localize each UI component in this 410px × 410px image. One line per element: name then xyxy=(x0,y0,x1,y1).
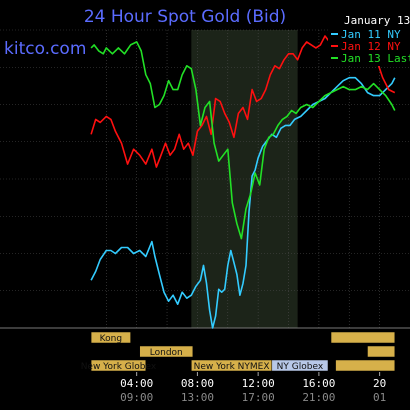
x-tick-label: 04:00 xyxy=(120,377,153,390)
site-watermark: kitco.com xyxy=(4,39,86,59)
session-bar xyxy=(139,345,194,358)
x-tick-sublabel: 09:00 xyxy=(120,391,153,404)
session-bar xyxy=(335,359,396,372)
x-tick-sublabel: 17:00 xyxy=(242,391,275,404)
session-label: NY Globex xyxy=(277,362,324,372)
session-label: New York Globex xyxy=(81,362,157,372)
session-bar xyxy=(330,331,396,344)
chart-date: January 13 xyxy=(344,14,410,27)
x-tick-sublabel: 21:00 xyxy=(302,391,335,404)
x-tick-label: 20 xyxy=(373,377,386,390)
session-label: New York NYMEX xyxy=(194,362,270,372)
session-bar xyxy=(271,359,329,372)
x-tick-label: 16:00 xyxy=(302,377,335,390)
chart-title: 24 Hour Spot Gold (Bid) xyxy=(84,7,286,27)
x-tick-sublabel: 13:00 xyxy=(181,391,214,404)
session-label: London xyxy=(150,348,183,358)
series-line-3 xyxy=(90,41,396,240)
x-tick-label: 12:00 xyxy=(242,377,275,390)
legend-box xyxy=(328,29,410,66)
x-tick-sublabel: 01 xyxy=(373,391,386,404)
session-bars: Kong London New York Globex New York NYMEX N… xyxy=(81,331,396,372)
session-bar xyxy=(90,331,131,344)
session-label: Kong xyxy=(100,334,122,344)
session-bar xyxy=(90,359,147,372)
legend-label: Jan 12 NY xyxy=(341,40,401,53)
legend-label: Jan 13 Last xyxy=(341,52,410,65)
session-bar xyxy=(367,345,396,358)
x-tick-label: 08:00 xyxy=(181,377,214,390)
legend-label: Jan 11 NY xyxy=(341,28,401,41)
